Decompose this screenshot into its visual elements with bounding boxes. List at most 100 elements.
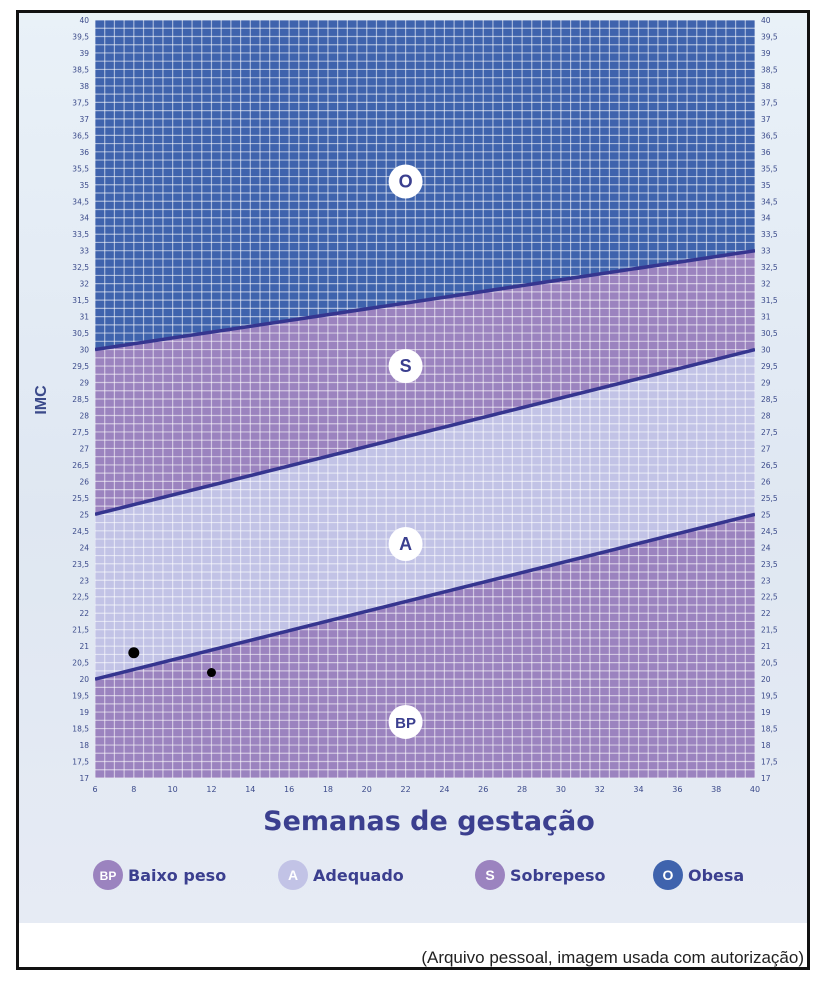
y-tick-label: 28,5	[72, 395, 89, 404]
x-tick-label: 18	[323, 785, 333, 794]
y-tick-label: 25,5	[761, 494, 778, 503]
y-tick-label: 26	[761, 477, 771, 486]
y-tick-label: 21,5	[72, 626, 89, 635]
legend-code-s: S	[485, 867, 494, 883]
x-tick-label: 38	[711, 785, 721, 794]
y-tick-label: 31,5	[72, 296, 89, 305]
y-tick-label: 27,5	[761, 428, 778, 437]
x-tick-label: 12	[206, 785, 216, 794]
y-tick-label: 30	[761, 346, 771, 355]
region-label-a: A	[399, 534, 412, 554]
y-tick-label: 17	[761, 774, 771, 783]
y-tick-label: 28,5	[761, 395, 778, 404]
x-tick-label: 22	[400, 785, 410, 794]
y-tick-label: 31	[761, 313, 771, 322]
y-tick-label: 32,5	[72, 263, 89, 272]
y-tick-label: 17,5	[72, 758, 89, 767]
x-ticks: 6 8 10 12 14 16 18 20 22 24 26 28 30 32 34 36 38 40	[92, 785, 760, 794]
boundary-layer	[95, 248, 755, 681]
y-tick-label: 40	[761, 16, 771, 25]
region-label-badge	[388, 164, 423, 199]
x-tick-label: 32	[595, 785, 605, 794]
y-ticks-right: 17 17,5 18 18,5 19 19,5 20 20,5 21 21,5 22 22,5 23 23…	[761, 16, 778, 783]
y-tick-label: 30,5	[72, 329, 89, 338]
y-tick-label: 40	[79, 16, 89, 25]
y-tick-label: 27	[761, 444, 771, 453]
y-tick-label: 29,5	[72, 362, 89, 371]
data-point	[128, 647, 140, 659]
y-tick-label: 39	[79, 49, 89, 58]
region-label-badge	[388, 704, 423, 739]
x-tick-label: 34	[633, 785, 643, 794]
boundary-line-a-s	[95, 347, 755, 517]
x-axis-label: Semanas de gestação	[263, 806, 595, 837]
y-tick-label: 30	[79, 346, 89, 355]
y-ticks-left: 17 17,5 18 18,5 19 19,5 20 20,5 21 21,5 22 22,5 23 23…	[72, 16, 89, 783]
y-tick-label: 27	[79, 444, 89, 453]
y-tick-label: 22	[79, 609, 89, 618]
x-tick-label: 36	[672, 785, 682, 794]
y-tick-label: 38	[761, 82, 771, 91]
y-tick-label: 36,5	[72, 131, 89, 140]
x-tick-label: 8	[131, 785, 136, 794]
y-tick-label: 34,5	[72, 197, 89, 206]
legend-code-a: A	[288, 867, 298, 883]
y-tick-label: 34	[761, 214, 771, 223]
y-tick-label: 34	[79, 214, 89, 223]
x-tick-label: 28	[517, 785, 527, 794]
legend-swatch-bp	[93, 860, 123, 890]
y-tick-label: 33	[761, 247, 771, 256]
y-tick-label: 25	[79, 510, 89, 519]
y-tick-label: 32	[79, 280, 89, 289]
legend-swatch-a	[278, 860, 308, 890]
y-tick-label: 38,5	[761, 65, 778, 74]
x-tick-label: 30	[556, 785, 566, 794]
y-tick-label: 37,5	[761, 98, 778, 107]
boundary-line-s-o	[95, 248, 755, 352]
x-tick-label: 24	[439, 785, 449, 794]
y-axis-label: IMC	[33, 385, 50, 415]
y-tick-label: 23,5	[72, 560, 89, 569]
y-tick-label: 36,5	[761, 131, 778, 140]
y-tick-label: 37	[79, 115, 89, 124]
y-tick-label: 27,5	[72, 428, 89, 437]
y-tick-label: 39	[761, 49, 771, 58]
y-tick-label: 19	[79, 708, 89, 717]
y-tick-label: 36	[761, 148, 771, 157]
region-label-badge	[388, 527, 423, 562]
region-label-s: S	[400, 356, 412, 376]
y-tick-label: 37	[761, 115, 771, 124]
y-tick-label: 35	[79, 181, 89, 190]
legend-label-a: Adequado	[313, 866, 404, 885]
y-tick-label: 20	[761, 675, 771, 684]
y-tick-label: 31	[79, 313, 89, 322]
legend-code-o: O	[663, 867, 674, 883]
y-tick-label: 22,5	[72, 593, 89, 602]
region-label-o: O	[399, 171, 413, 191]
region-label-bp: BP	[395, 715, 416, 732]
y-tick-label: 34,5	[761, 197, 778, 206]
y-tick-label: 21	[79, 642, 89, 651]
legend: BP Baixo peso A Adequado S Sobrepeso O Obesa	[93, 860, 744, 890]
y-tick-label: 20,5	[761, 659, 778, 668]
legend-label-bp: Baixo peso	[128, 866, 226, 885]
boundary-line-bp-a	[95, 512, 755, 681]
legend-label-s: Sobrepeso	[510, 866, 606, 885]
y-tick-label: 26,5	[761, 461, 778, 470]
y-tick-label: 35	[761, 181, 771, 190]
region-labels-layer: O S A BP	[388, 164, 423, 739]
y-tick-label: 39,5	[761, 32, 778, 41]
y-tick-label: 25	[761, 510, 771, 519]
image-credit: (Arquivo pessoal, imagem usada com autor…	[421, 948, 804, 967]
y-tick-label: 22,5	[761, 593, 778, 602]
y-tick-label: 38,5	[72, 65, 89, 74]
y-tick-label: 24,5	[761, 527, 778, 536]
y-tick-label: 19,5	[72, 692, 89, 701]
y-tick-label: 39,5	[72, 32, 89, 41]
x-tick-label: 6	[92, 785, 97, 794]
x-tick-label: 14	[245, 785, 255, 794]
y-tick-label: 24	[761, 543, 771, 552]
y-tick-label: 35,5	[72, 164, 89, 173]
y-tick-label: 26	[79, 477, 89, 486]
